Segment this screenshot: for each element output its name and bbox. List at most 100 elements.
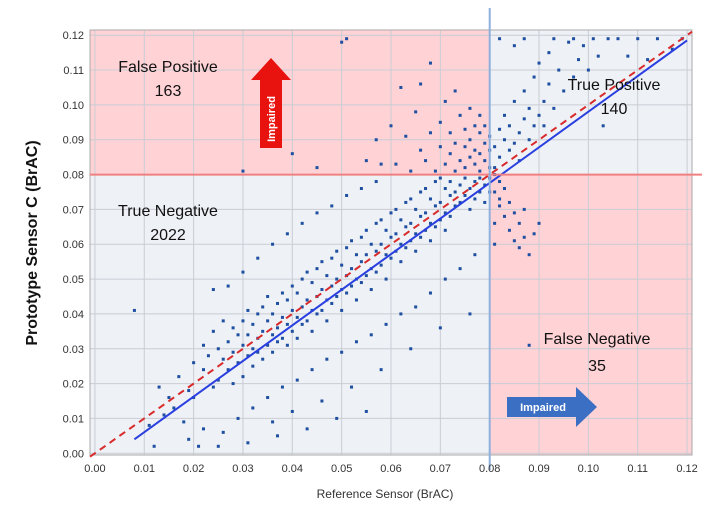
y-tick-label: 0.03 — [63, 344, 84, 356]
data-point — [251, 322, 255, 326]
data-point — [443, 228, 447, 232]
data-point — [502, 138, 506, 142]
data-point — [453, 169, 457, 173]
data-point — [374, 249, 378, 253]
data-point — [601, 124, 605, 128]
data-point — [345, 37, 349, 41]
data-point — [646, 58, 650, 62]
y-tick-label: 0.11 — [63, 65, 84, 77]
data-point — [498, 37, 502, 41]
data-point — [231, 350, 235, 354]
identity-line — [89, 30, 693, 458]
data-point — [330, 284, 334, 288]
data-point — [320, 399, 324, 403]
false-positive-region — [90, 30, 490, 175]
data-point — [350, 385, 354, 389]
data-point — [157, 385, 161, 389]
data-point — [201, 427, 205, 431]
data-point — [438, 326, 442, 330]
data-point — [443, 187, 447, 191]
data-point — [507, 148, 511, 152]
data-point — [162, 413, 166, 417]
data-point — [512, 211, 516, 215]
data-point — [201, 368, 205, 372]
data-point — [527, 106, 531, 110]
data-point — [335, 249, 339, 253]
data-point — [443, 277, 447, 281]
data-point — [280, 315, 284, 319]
data-point — [507, 124, 511, 128]
data-point — [364, 159, 368, 163]
data-point — [586, 68, 590, 72]
x-tick-label: 0.09 — [528, 463, 549, 475]
data-point — [389, 235, 393, 239]
data-point — [285, 343, 289, 347]
data-point — [443, 211, 447, 215]
data-point — [266, 343, 270, 347]
x-tick-label: 0.01 — [134, 463, 155, 475]
data-point — [271, 420, 275, 424]
data-point — [192, 361, 196, 365]
data-point — [409, 169, 413, 173]
y-tick-label: 0.09 — [63, 135, 84, 147]
data-point — [424, 159, 428, 163]
data-point — [493, 221, 497, 225]
data-point — [596, 54, 600, 58]
data-point — [152, 444, 156, 448]
data-point — [493, 145, 497, 149]
data-point — [290, 152, 294, 156]
data-point — [557, 68, 561, 72]
data-point — [433, 169, 437, 173]
data-point — [473, 253, 477, 257]
data-point — [271, 242, 275, 246]
data-point — [330, 204, 334, 208]
data-point — [241, 169, 245, 173]
data-point — [448, 214, 452, 218]
x-tick-label: 0.11 — [627, 463, 648, 475]
data-point — [606, 37, 610, 41]
data-point — [399, 85, 403, 89]
data-point — [448, 180, 452, 184]
x-tick-label: 0.04 — [282, 463, 303, 475]
data-point — [197, 444, 201, 448]
data-point — [468, 187, 472, 191]
data-point — [266, 396, 270, 400]
data-point — [305, 319, 309, 323]
data-point — [419, 148, 423, 152]
data-point — [483, 124, 487, 128]
data-point — [478, 176, 482, 180]
data-point — [547, 51, 551, 55]
data-point — [354, 298, 358, 302]
data-point — [473, 197, 477, 201]
data-point — [271, 333, 275, 337]
data-point — [414, 232, 418, 236]
data-point — [394, 207, 398, 211]
data-point — [483, 159, 487, 163]
data-point — [276, 434, 280, 438]
data-point — [300, 277, 304, 281]
data-point — [468, 312, 472, 316]
data-point — [364, 253, 368, 257]
data-point — [448, 131, 452, 135]
data-point — [231, 326, 235, 330]
data-point — [350, 284, 354, 288]
true-negative-label: True Negative — [118, 203, 218, 220]
data-point — [261, 357, 265, 361]
data-point — [280, 291, 284, 295]
data-point — [419, 235, 423, 239]
data-point — [399, 242, 403, 246]
data-point — [507, 228, 511, 232]
data-point — [389, 211, 393, 215]
data-point — [443, 99, 447, 103]
data-point — [300, 221, 304, 225]
data-point — [463, 127, 467, 131]
data-point — [246, 308, 250, 312]
data-point — [428, 131, 432, 135]
data-point — [547, 82, 551, 86]
data-point — [285, 322, 289, 326]
data-point — [295, 336, 299, 340]
data-point — [458, 159, 462, 163]
data-point — [428, 61, 432, 65]
data-point — [424, 211, 428, 215]
data-point — [280, 336, 284, 340]
